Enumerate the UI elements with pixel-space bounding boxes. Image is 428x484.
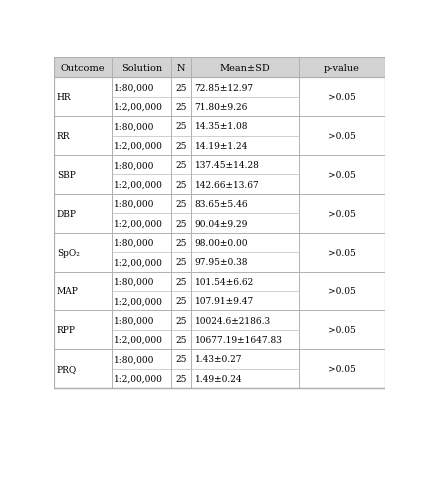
Text: >0.05: >0.05 [328, 132, 356, 141]
Text: 25: 25 [175, 200, 187, 209]
Text: PRQ: PRQ [57, 364, 77, 373]
Text: 1:80,000: 1:80,000 [114, 83, 155, 92]
Text: 1:2,00,000: 1:2,00,000 [114, 141, 163, 151]
Text: 142.66±13.67: 142.66±13.67 [194, 181, 259, 189]
Text: 1:80,000: 1:80,000 [114, 161, 155, 170]
Text: 10677.19±1647.83: 10677.19±1647.83 [194, 335, 282, 344]
Text: 1:2,00,000: 1:2,00,000 [114, 103, 163, 112]
Text: 1:2,00,000: 1:2,00,000 [114, 181, 163, 189]
Text: 107.91±9.47: 107.91±9.47 [194, 297, 254, 305]
Text: Outcome: Outcome [60, 64, 105, 73]
Text: 1:2,00,000: 1:2,00,000 [114, 374, 163, 383]
Text: 14.19±1.24: 14.19±1.24 [194, 141, 248, 151]
Text: 25: 25 [175, 219, 187, 228]
Text: 1:80,000: 1:80,000 [114, 277, 155, 286]
Text: SBP: SBP [57, 171, 76, 180]
Text: 25: 25 [175, 122, 187, 131]
Bar [54, 195, 385, 233]
Text: 1:2,00,000: 1:2,00,000 [114, 219, 163, 228]
Text: 1.49±0.24: 1.49±0.24 [194, 374, 242, 383]
Text: 25: 25 [175, 335, 187, 344]
Text: 25: 25 [175, 103, 187, 112]
Text: 90.04±9.29: 90.04±9.29 [194, 219, 248, 228]
Text: >0.05: >0.05 [328, 287, 356, 296]
Text: p-value: p-value [324, 64, 360, 73]
Text: >0.05: >0.05 [328, 210, 356, 218]
Text: MAP: MAP [57, 287, 79, 296]
Text: 137.45±14.28: 137.45±14.28 [194, 161, 259, 170]
Bar [54, 156, 385, 195]
Text: 71.80±9.26: 71.80±9.26 [194, 103, 248, 112]
Text: >0.05: >0.05 [328, 171, 356, 180]
Bar [54, 349, 385, 388]
Text: 25: 25 [175, 277, 187, 286]
Text: 25: 25 [175, 297, 187, 305]
Text: Solution: Solution [121, 64, 162, 73]
Bar [54, 78, 385, 117]
Text: N: N [177, 64, 185, 73]
Text: >0.05: >0.05 [328, 248, 356, 257]
Text: 25: 25 [175, 141, 187, 151]
Text: 25: 25 [175, 239, 187, 247]
Text: 14.35±1.08: 14.35±1.08 [194, 122, 248, 131]
Text: DBP: DBP [57, 210, 77, 218]
Text: 83.65±5.46: 83.65±5.46 [194, 200, 248, 209]
Text: >0.05: >0.05 [328, 93, 356, 102]
Text: RR: RR [57, 132, 70, 141]
Text: >0.05: >0.05 [328, 326, 356, 334]
Text: 1:2,00,000: 1:2,00,000 [114, 258, 163, 267]
Text: Mean±SD: Mean±SD [220, 64, 270, 73]
Bar [54, 117, 385, 156]
Text: 1:80,000: 1:80,000 [114, 239, 155, 247]
Text: 25: 25 [175, 355, 187, 363]
Bar [54, 311, 385, 349]
Text: 101.54±6.62: 101.54±6.62 [194, 277, 254, 286]
Text: 25: 25 [175, 181, 187, 189]
Text: 1:80,000: 1:80,000 [114, 122, 155, 131]
Text: 25: 25 [175, 316, 187, 325]
Text: 98.00±0.00: 98.00±0.00 [194, 239, 248, 247]
Text: 1:80,000: 1:80,000 [114, 355, 155, 363]
Text: 1:80,000: 1:80,000 [114, 316, 155, 325]
Text: 1:80,000: 1:80,000 [114, 200, 155, 209]
Text: >0.05: >0.05 [328, 364, 356, 373]
Text: 25: 25 [175, 374, 187, 383]
Text: SpO₂: SpO₂ [57, 248, 80, 257]
Text: 25: 25 [175, 258, 187, 267]
Text: 1:2,00,000: 1:2,00,000 [114, 297, 163, 305]
Text: 1.43±0.27: 1.43±0.27 [194, 355, 242, 363]
Bar [54, 58, 385, 78]
Text: HR: HR [57, 93, 71, 102]
Bar [54, 233, 385, 272]
Text: 25: 25 [175, 83, 187, 92]
Text: 10024.6±2186.3: 10024.6±2186.3 [194, 316, 270, 325]
Text: 72.85±12.97: 72.85±12.97 [194, 83, 254, 92]
Bar [54, 272, 385, 311]
Text: 25: 25 [175, 161, 187, 170]
Text: RPP: RPP [57, 326, 76, 334]
Text: 97.95±0.38: 97.95±0.38 [194, 258, 248, 267]
Text: 1:2,00,000: 1:2,00,000 [114, 335, 163, 344]
